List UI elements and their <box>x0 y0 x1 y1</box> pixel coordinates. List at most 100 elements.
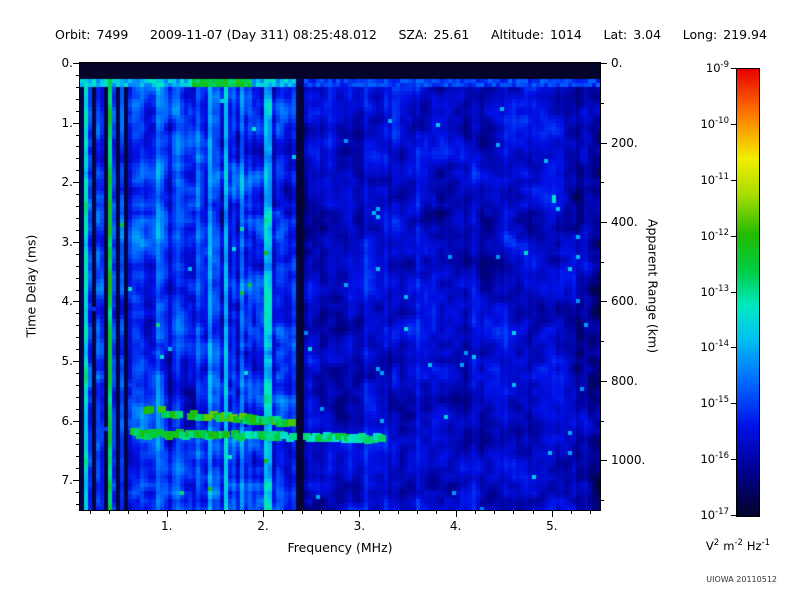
colorbar-mantissa: 10 <box>700 396 716 411</box>
y-minor-tick <box>76 146 79 148</box>
colorbar-exponent: -16 <box>715 451 729 462</box>
y-tick-label: 1. <box>61 115 73 130</box>
y-tick-label: 3. <box>61 234 73 249</box>
y2-tick-label: 600. <box>611 294 638 309</box>
colorbar-mantissa: 10 <box>700 284 716 299</box>
x-minor-tick <box>185 511 187 514</box>
colorbar-tick-label: 10-14 <box>685 339 729 354</box>
y-minor-tick <box>76 74 79 76</box>
x-minor-tick <box>128 511 130 514</box>
colorbar-tick <box>731 179 736 181</box>
y2-minor-tick <box>601 341 604 343</box>
x-minor-tick <box>340 511 341 514</box>
y-minor-tick <box>76 194 79 196</box>
colorbar-tick-label: 10-16 <box>685 451 729 466</box>
x-minor-tick <box>301 511 303 514</box>
colorbar-exponent: -17 <box>715 507 729 517</box>
y2-tick-label: 0. <box>611 56 623 70</box>
header-field-lat: Lat: 3.04 <box>604 27 662 42</box>
colorbar-exponent: -11 <box>715 171 729 182</box>
x-minor-tick <box>378 511 380 514</box>
y-minor-tick <box>76 504 79 505</box>
header-field-long: Long: 219.94 <box>683 27 767 42</box>
y2-major-tick <box>601 221 607 223</box>
x-minor-tick <box>532 511 534 514</box>
y-minor-tick <box>76 253 79 255</box>
y-minor-tick <box>76 432 79 434</box>
header-field-label: Long: <box>682 27 718 42</box>
y2-minor-tick <box>601 182 604 184</box>
x-tick-label: 4. <box>449 519 462 533</box>
y-minor-tick <box>76 456 79 458</box>
y-minor-tick <box>76 229 79 231</box>
y2-tick-label: 200. <box>611 135 638 150</box>
y2-minor-tick <box>601 102 604 104</box>
colorbar-tick <box>731 235 736 237</box>
x-tick-label: 2. <box>257 519 269 533</box>
unit-exponent: -1 <box>761 538 771 548</box>
header-field-value: 3.04 <box>633 27 662 42</box>
colorbar-exponent: -9 <box>720 60 729 70</box>
header-field-label: SZA: <box>398 27 428 42</box>
y2-major-tick <box>601 380 607 382</box>
x-minor-tick <box>89 511 91 514</box>
y-tick-label: 2. <box>61 175 73 190</box>
x-major-tick <box>263 511 264 517</box>
x-minor-tick <box>397 511 399 514</box>
y-tick-label: 4. <box>61 294 73 309</box>
x-minor-tick <box>436 511 438 514</box>
colorbar-tick-label: 10-9 <box>685 60 729 75</box>
y-minor-tick <box>76 384 79 386</box>
y-tick-label: 7. <box>61 473 73 488</box>
y2-tick-label: 800. <box>611 373 638 388</box>
x-minor-tick <box>205 511 207 514</box>
spectrogram-plot <box>79 62 601 511</box>
colorbar-tick <box>731 291 736 293</box>
x-axis-title: Frequency (MHz) <box>287 540 393 555</box>
colorbar-mantissa: 10 <box>700 116 716 131</box>
watermark: UIOWA 20110512 <box>706 575 777 584</box>
colorbar-mantissa: 10 <box>700 340 716 355</box>
y-minor-tick <box>76 134 79 136</box>
colorbar-tick <box>731 403 736 405</box>
y2-axis-title: Apparent Range (km) <box>645 218 661 354</box>
y-minor-tick <box>76 218 79 219</box>
y-minor-tick <box>76 110 79 112</box>
header-field-sza: SZA: 25.61 <box>398 27 469 42</box>
header-field-value: 219.94 <box>723 27 767 42</box>
y-minor-tick <box>76 170 79 172</box>
unit-base: V <box>705 538 714 553</box>
x-minor-tick <box>282 511 284 514</box>
y2-major-tick <box>601 142 607 144</box>
y-major-tick <box>73 361 79 362</box>
header-field-label: Altitude: <box>490 27 545 42</box>
y-minor-tick <box>76 337 79 339</box>
y-minor-tick <box>76 492 79 494</box>
colorbar-exponent: -10 <box>715 115 729 126</box>
colorbar-mantissa: 10 <box>705 60 721 75</box>
y-axis-title: Time Delay (ms) <box>23 234 39 338</box>
x-minor-tick <box>320 511 322 514</box>
colorbar-exponent: -14 <box>715 339 729 350</box>
y-major-tick <box>73 63 79 64</box>
y-minor-tick <box>76 349 79 351</box>
x-major-tick <box>166 511 168 517</box>
y-major-tick <box>73 301 79 303</box>
colorbar-tick <box>731 347 736 349</box>
colorbar-tick-label: 10-11 <box>685 172 729 187</box>
y-major-tick <box>73 182 79 184</box>
y2-minor-tick <box>601 261 604 263</box>
header-field-value: 2009-11-07 (Day 311) 08:25:48.012 <box>149 27 377 42</box>
y2-minor-tick <box>601 500 604 502</box>
y-minor-tick <box>76 372 79 374</box>
header-field-value: 7499 <box>96 27 129 42</box>
header-info: Orbit: 7499 2009-11-07 (Day 311) 08:25:48.… <box>55 27 767 42</box>
x-minor-tick <box>494 511 496 514</box>
y2-major-tick <box>601 460 607 462</box>
y-minor-tick <box>76 313 79 315</box>
y-minor-tick <box>76 408 79 410</box>
y-tick-label: 6. <box>61 413 73 428</box>
x-major-tick <box>359 511 361 517</box>
y-minor-tick <box>76 158 79 160</box>
